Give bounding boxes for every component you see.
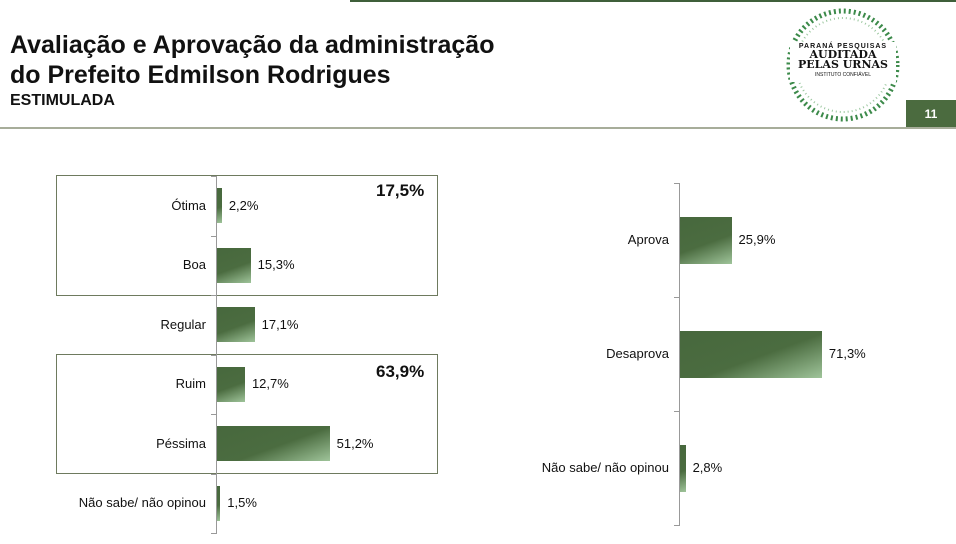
- header-divider: [0, 127, 956, 129]
- axis-tick: [211, 176, 217, 177]
- value-label: 17,1%: [261, 316, 299, 332]
- title-line-2: do Prefeito Edmilson Rodrigues: [10, 61, 391, 89]
- bar: [680, 444, 686, 492]
- category-label: Regular: [160, 316, 206, 332]
- group-total-positive: 17,5%: [376, 181, 425, 200]
- bar: [680, 216, 732, 264]
- category-label: Ótima: [171, 197, 206, 213]
- category-label: Péssima: [156, 435, 206, 451]
- value-label: 25,9%: [738, 232, 776, 247]
- axis-tick: [674, 297, 680, 298]
- bar: [217, 485, 221, 521]
- bar: [217, 247, 251, 283]
- bar: [217, 426, 330, 462]
- logo-text-1: PARANÁ PESQUISAS: [798, 43, 888, 50]
- value-label: 71,3%: [828, 346, 866, 361]
- page-title: Avaliação e Aprovação da administração d…: [10, 30, 494, 90]
- axis-tick: [211, 414, 217, 415]
- bar: [217, 188, 222, 224]
- top-accent-line: [350, 0, 956, 2]
- category-label: Desaprova: [606, 346, 669, 361]
- logo-text-4: INSTITUTO CONFIÁVEL: [814, 72, 872, 78]
- page-number: 11: [906, 100, 956, 127]
- logo-dotted-ring-icon: [786, 8, 900, 122]
- axis-tick: [674, 411, 680, 412]
- category-label: Aprova: [627, 232, 669, 247]
- value-label: 2,8%: [692, 460, 723, 475]
- value-label: 1,5%: [227, 495, 257, 511]
- bar: [217, 307, 255, 343]
- axis-tick: [211, 533, 217, 534]
- axis-tick: [674, 525, 680, 526]
- value-label: 12,7%: [251, 376, 289, 392]
- value-label: 15,3%: [257, 257, 295, 273]
- bar: [680, 330, 822, 378]
- category-label: Não sabe/ não opinou: [78, 495, 206, 511]
- logo-text-main: AUDITADA PELAS URNAS: [798, 48, 888, 71]
- group-box-positive: [56, 175, 438, 296]
- title-line-1: Avaliação e Aprovação da administração: [10, 31, 495, 59]
- y-axis: [679, 183, 680, 525]
- value-label: 51,2%: [336, 435, 374, 451]
- group-box-negative: [56, 354, 438, 474]
- axis-tick: [674, 183, 680, 184]
- category-label: Boa: [182, 257, 206, 273]
- axis-tick: [211, 473, 217, 475]
- value-label: 2,2%: [228, 197, 259, 213]
- axis-tick: [211, 295, 217, 296]
- category-label: Ruim: [175, 376, 206, 392]
- group-total-negative: 63,9%: [376, 362, 425, 381]
- page-subtitle: ESTIMULADA: [10, 92, 115, 109]
- axis-tick: [211, 235, 217, 237]
- logo: PARANÁ PESQUISAS AUDITADA PELAS URNAS INS…: [780, 4, 906, 126]
- axis-tick: [211, 354, 217, 356]
- bar: [217, 366, 245, 402]
- category-label: Não sabe/ não opinou: [541, 460, 669, 475]
